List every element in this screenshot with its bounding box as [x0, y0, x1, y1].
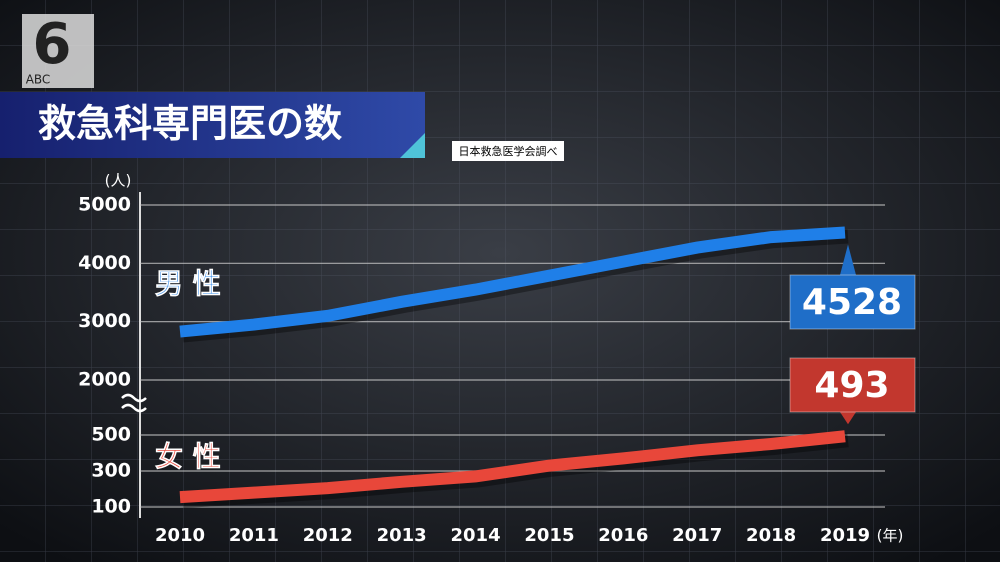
chart-title: 救急科専門医の数	[38, 102, 342, 146]
value-label-box	[789, 357, 916, 413]
series-label: 女 性	[155, 440, 221, 473]
x-tick-label: 2012	[303, 525, 353, 546]
x-tick-label: 2015	[524, 525, 574, 546]
value-label: 4528	[802, 282, 902, 323]
x-tick-label: 2013	[377, 525, 427, 546]
x-tick-label: 2014	[451, 525, 501, 546]
series-line	[179, 226, 846, 338]
label-pointer	[840, 244, 856, 275]
series-label: 男 性	[155, 267, 221, 300]
logo-number: 6	[33, 12, 72, 77]
x-tick-label: 2016	[598, 525, 648, 546]
logo-text: ABC	[26, 73, 51, 87]
label-pointer	[840, 412, 856, 425]
y-tick-label: 100	[91, 496, 131, 518]
x-unit: (年)	[877, 527, 904, 545]
y-tick-label: 300	[91, 460, 131, 482]
title-banner	[0, 92, 425, 158]
y-tick-label: 5000	[78, 194, 131, 216]
x-tick-label: 2011	[229, 525, 279, 546]
series-line	[179, 430, 846, 504]
x-tick-label: 2010	[155, 525, 205, 546]
x-tick-label: 2019	[820, 525, 870, 546]
y-tick-label: 500	[91, 424, 131, 446]
x-tick-label: 2018	[746, 525, 796, 546]
x-tick-label: 2017	[672, 525, 722, 546]
axis-break	[121, 393, 147, 413]
y-tick-label: 4000	[78, 252, 131, 274]
y-unit: (人)	[105, 172, 132, 190]
banner-accent	[400, 133, 425, 158]
value-label: 493	[814, 365, 889, 406]
y-tick-label: 3000	[78, 310, 131, 332]
source: 日本救急医学会調べ	[459, 144, 558, 158]
y-tick-label: 2000	[78, 369, 131, 391]
source-box	[452, 141, 564, 161]
logo-box	[22, 14, 94, 88]
value-label-box	[789, 274, 916, 330]
